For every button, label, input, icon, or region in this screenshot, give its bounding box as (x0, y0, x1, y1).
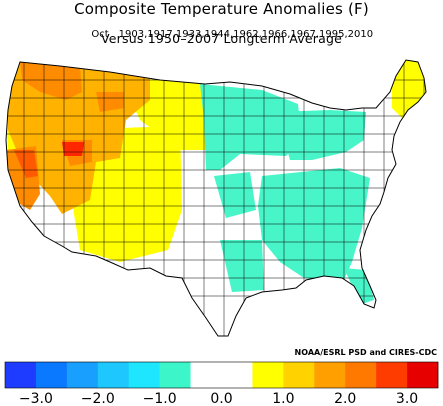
colorbar-swatch (97, 362, 130, 388)
red-region-nevada (62, 142, 84, 156)
colorbar-tick-label: −1.0 (143, 391, 177, 406)
orange-red-region-california (14, 150, 38, 178)
cool-region-central-strip (214, 172, 256, 218)
colorbar-swatch (345, 362, 377, 388)
cool-region-upper-midwest (200, 84, 302, 170)
colorbar-tick-label: 0.0 (210, 391, 232, 406)
colorbar-border (4, 361, 439, 389)
cool-region-great-lakes (276, 110, 366, 160)
colorbar-tick-label: −2.0 (81, 391, 115, 406)
colorbar-swatches (5, 362, 439, 388)
colorbar-tick-label: −3.0 (19, 391, 53, 406)
years-list: 1903,1917,1933,1944,1962,1966,1967,1995,… (118, 29, 374, 40)
colorbar-swatch (5, 362, 37, 388)
colorbar-swatch (314, 362, 346, 388)
cool-region-gulf (220, 240, 264, 292)
colorbar-tick-labels: −3.0 −2.0 −1.0 0.0 1.0 2.0 3.0 (19, 391, 418, 406)
colorbar-swatch (376, 362, 408, 388)
cool-region-southeast (258, 168, 370, 284)
colorbar-swatch (283, 362, 315, 388)
orange-region-montana (96, 92, 124, 112)
colorbar-swatch (159, 362, 191, 388)
years-line: Oct 1903,1917,1933,1944,1962,1966,1967,19… (85, 18, 373, 40)
colorbar-swatch (66, 362, 99, 388)
colorbar-swatch (35, 362, 68, 388)
colorbar-tick-label: 3.0 (396, 391, 418, 406)
colorbar-tick-label: 1.0 (272, 391, 294, 406)
orange-region-pacific (20, 62, 82, 100)
anomaly-regions (6, 60, 426, 304)
colorbar-swatch (190, 362, 222, 388)
credit-label: NOAA/ESRL PSD and CIRES-CDC (294, 348, 437, 357)
colorbar-swatch (407, 362, 439, 388)
month-label: Oct (91, 29, 109, 40)
colorbar-swatch (252, 362, 284, 388)
map-title: Composite Temperature Anomalies (F) (74, 0, 369, 18)
colorbar-tick-label: 2.0 (334, 391, 356, 406)
map-subtitle: Versus 1950–2007 Longterm Average (100, 31, 343, 46)
colorbar-swatch (128, 362, 160, 388)
colorbar-swatch (221, 362, 253, 388)
division-boundaries (6, 60, 426, 336)
